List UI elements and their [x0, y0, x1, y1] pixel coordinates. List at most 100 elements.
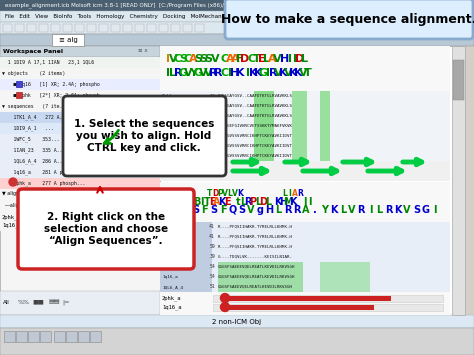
Text: 13: 13	[209, 104, 215, 109]
Text: 1q16_a: 1q16_a	[162, 265, 178, 269]
Text: All: All	[3, 300, 10, 305]
FancyBboxPatch shape	[160, 242, 450, 252]
FancyBboxPatch shape	[292, 91, 307, 101]
Text: V: V	[299, 68, 307, 78]
Text: ■ 2phk   [2*] XR; 2.6A; phosph: ■ 2phk [2*] XR; 2.6A; phosph	[2, 93, 100, 98]
Text: 1QL6_A_4  286 A...: 1QL6_A_4 286 A...	[2, 159, 65, 164]
FancyBboxPatch shape	[87, 24, 96, 32]
FancyBboxPatch shape	[195, 24, 204, 32]
Text: P: P	[217, 189, 223, 197]
Text: R: R	[174, 68, 182, 78]
FancyBboxPatch shape	[160, 242, 212, 252]
Text: File   Edit   View   BioInfo   Tools   Homology   Chemistry   Docking   MolMecha: File Edit View BioInfo Tools Homology Ch…	[5, 14, 245, 19]
Text: V: V	[403, 205, 411, 215]
FancyBboxPatch shape	[0, 79, 160, 90]
Text: 1q16_a: 1q16_a	[2, 222, 21, 228]
Text: A: A	[268, 54, 276, 64]
FancyBboxPatch shape	[254, 141, 274, 151]
Text: K: K	[289, 68, 297, 78]
FancyBboxPatch shape	[292, 121, 307, 131]
Text: L: L	[283, 189, 287, 197]
FancyBboxPatch shape	[160, 46, 465, 315]
FancyBboxPatch shape	[0, 145, 160, 156]
FancyBboxPatch shape	[16, 331, 27, 342]
FancyBboxPatch shape	[111, 24, 120, 32]
FancyBboxPatch shape	[75, 24, 84, 32]
Text: ▤▤: ▤▤	[48, 300, 60, 305]
FancyBboxPatch shape	[160, 91, 450, 101]
FancyBboxPatch shape	[0, 200, 160, 211]
Text: 1 1DI9 A 17,1 1IAN   23,1 1QL6: 1 1DI9 A 17,1 1IAN 23,1 1QL6	[2, 60, 94, 65]
Text: S: S	[199, 54, 207, 64]
Text: 1q16_a: 1q16_a	[162, 304, 182, 310]
Text: R----PFQSIIHAKR-TYRELRLLKHMK-H: R----PFQSIIHAKR-TYRELRLLKHMK-H	[218, 245, 293, 249]
Text: 51: 51	[209, 284, 215, 289]
FancyBboxPatch shape	[16, 81, 22, 87]
Text: 1IAN_23   335 A...: 1IAN_23 335 A...	[2, 148, 65, 153]
Text: V: V	[169, 54, 177, 64]
Text: 2 non-ICM Obj: 2 non-ICM Obj	[212, 319, 262, 325]
Text: 41: 41	[209, 235, 215, 240]
Text: 39: 39	[209, 255, 215, 260]
Text: I: I	[288, 54, 292, 64]
FancyBboxPatch shape	[63, 96, 226, 176]
Text: S: S	[194, 54, 202, 64]
Text: S: S	[238, 205, 245, 215]
FancyBboxPatch shape	[320, 272, 370, 282]
FancyBboxPatch shape	[225, 23, 275, 33]
Text: 2phk_a: 2phk_a	[162, 255, 178, 259]
Text: F: F	[220, 205, 227, 215]
Text: 24: 24	[209, 133, 215, 138]
FancyBboxPatch shape	[452, 46, 465, 315]
Text: Q: Q	[228, 205, 237, 215]
Text: L: L	[301, 54, 309, 64]
Text: E: E	[224, 197, 230, 207]
Text: K: K	[289, 197, 297, 207]
FancyBboxPatch shape	[218, 272, 303, 282]
FancyBboxPatch shape	[292, 151, 307, 161]
Text: ―alig ≡≡  id=75 nSeq=7: ―alig ≡≡ id=75 nSeq=7	[2, 202, 67, 208]
Circle shape	[220, 294, 229, 302]
Text: V: V	[204, 68, 212, 78]
FancyBboxPatch shape	[160, 222, 212, 232]
Text: V: V	[348, 205, 356, 215]
FancyBboxPatch shape	[160, 232, 212, 242]
FancyBboxPatch shape	[135, 24, 144, 32]
Text: D: D	[259, 197, 267, 207]
FancyBboxPatch shape	[160, 111, 450, 121]
FancyBboxPatch shape	[160, 91, 450, 181]
Text: B: B	[193, 197, 201, 207]
Text: GGGSFSAEEEVQELREATLKEVDILRKVSGH: GGGSFSAEEEVQELREATLKEVDILRKVSGH	[218, 275, 295, 279]
Text: ▼ objects    (2 items): ▼ objects (2 items)	[2, 71, 65, 76]
Text: T: T	[253, 54, 261, 64]
FancyBboxPatch shape	[225, 0, 473, 39]
FancyBboxPatch shape	[292, 111, 307, 121]
Text: ILGRGVSSVVRRCIKHPTCKEYAVKIIDVT: ILGRGVSSVVRRCIKHPTCKEYAVKIIDVT	[218, 144, 293, 148]
Text: S: S	[192, 205, 199, 215]
FancyBboxPatch shape	[0, 57, 160, 315]
Text: L: L	[170, 68, 176, 78]
Text: D: D	[212, 189, 218, 197]
FancyBboxPatch shape	[27, 24, 36, 32]
Text: P: P	[249, 197, 256, 207]
Text: I: I	[228, 68, 232, 78]
FancyBboxPatch shape	[160, 272, 450, 282]
Text: How to make a sequence alignment.: How to make a sequence alignment.	[221, 12, 474, 26]
Text: H: H	[279, 197, 287, 207]
Text: I: I	[200, 197, 204, 207]
FancyBboxPatch shape	[63, 24, 72, 32]
Text: Y: Y	[321, 205, 328, 215]
Text: L: L	[265, 197, 271, 207]
Text: G: G	[164, 205, 172, 215]
Text: PVGSGAYGSV--CAAFDTKTGLRVAVKKLS: PVGSGAYGSV--CAAFDTKTGLRVAVKKLS	[218, 114, 293, 118]
Text: A: A	[302, 205, 310, 215]
Text: 21: 21	[209, 153, 215, 158]
Text: 2phk_a    277 A phosph...: 2phk_a 277 A phosph...	[2, 181, 85, 186]
FancyBboxPatch shape	[320, 151, 330, 161]
FancyBboxPatch shape	[0, 328, 474, 355]
Text: R: R	[171, 197, 179, 207]
Text: 1. Select the sequences
you wish to align. Hold
CTRL key and click.: 1. Select the sequences you wish to alig…	[74, 119, 214, 153]
Text: A: A	[292, 189, 298, 197]
Text: E: E	[189, 197, 195, 207]
Text: Workspace Panel: Workspace Panel	[3, 49, 63, 54]
